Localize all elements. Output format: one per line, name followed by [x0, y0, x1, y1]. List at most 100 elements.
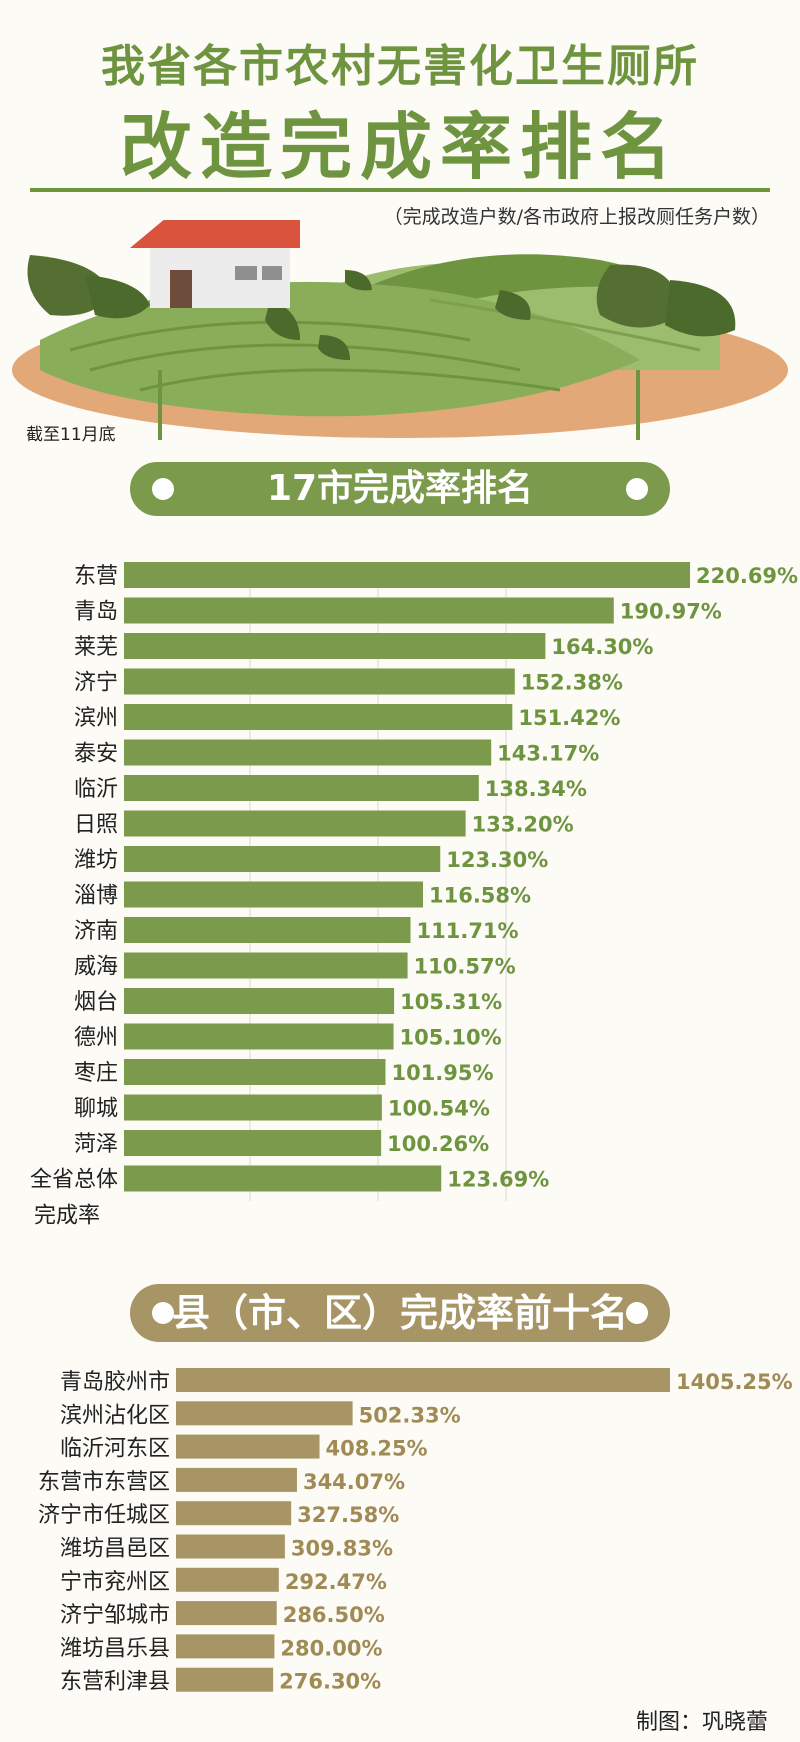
city-category-label: 威海 — [74, 955, 118, 980]
county-value-label: 280.00% — [280, 1636, 382, 1660]
county-category-label: 青岛胶州市 — [60, 1370, 170, 1395]
city-bar — [124, 917, 411, 943]
city-bar — [124, 562, 690, 588]
city-value-label: 123.30% — [446, 848, 548, 872]
county-value-label: 276.30% — [279, 1670, 381, 1694]
county-value-label: 286.50% — [283, 1603, 385, 1627]
county-category-label: 济宁邹城市 — [60, 1603, 170, 1628]
banner-dot-right — [626, 478, 648, 500]
city-category-label: 临沂 — [74, 777, 118, 802]
county-bar — [176, 1434, 320, 1459]
county-category-label: 滨州沾化区 — [60, 1403, 170, 1428]
city-value-label: 105.31% — [400, 990, 502, 1014]
city-ranking-banner: 17市完成率排名 — [130, 462, 670, 516]
city-category-label: 日照 — [74, 813, 118, 838]
bush-left — [27, 255, 110, 316]
county-value-label: 408.25% — [326, 1437, 428, 1461]
city-category-label: 泰安 — [74, 742, 118, 767]
city-category-label: 潍坊 — [74, 848, 118, 873]
farm-illustration — [12, 220, 788, 440]
city-bar — [124, 881, 423, 908]
city-category-label: 莱芜 — [74, 635, 118, 660]
banner-dot-left — [152, 1302, 174, 1324]
city-value-label: 123.69% — [447, 1168, 549, 1192]
city-category-label: 滨州 — [74, 706, 118, 731]
city-bar — [124, 1130, 382, 1156]
city-category-label: 青岛 — [74, 600, 118, 625]
county-ranking-banner: 县（市、区）完成率前十名 — [130, 1284, 670, 1342]
subtitle: （完成改造户数/各市政府上报改厕任务户数） — [383, 206, 770, 228]
city-value-label: 133.20% — [472, 813, 574, 837]
county-category-label: 东营市东营区 — [38, 1470, 170, 1495]
county-value-label: 1405.25% — [676, 1370, 793, 1394]
bush-right2 — [665, 280, 736, 337]
city-bar — [124, 597, 614, 624]
county-bar — [176, 1467, 297, 1492]
city-bar — [124, 1094, 382, 1121]
county-bar — [176, 1534, 285, 1559]
county-category-label: 东营利津县 — [60, 1670, 170, 1695]
city-value-label: 164.30% — [551, 635, 653, 659]
bush-left2 — [85, 275, 150, 319]
city-ranking-banner-text: 17市完成率排名 — [266, 468, 534, 509]
city-value-label: 116.58% — [429, 884, 531, 908]
city-bar — [124, 988, 395, 1014]
county-value-label: 309.83% — [291, 1537, 393, 1561]
city-category-label: 济南 — [74, 919, 118, 944]
county-value-label: 292.47% — [285, 1570, 387, 1594]
county-bar — [176, 1667, 274, 1692]
city-value-label: 101.95% — [391, 1061, 493, 1085]
county-bar — [176, 1368, 670, 1392]
city-category-label: 德州 — [74, 1026, 118, 1051]
city-bar — [124, 1023, 394, 1050]
county-ranking-banner-text: 县（市、区）完成率前十名 — [171, 1291, 628, 1335]
city-bar — [124, 704, 513, 730]
county-bar — [176, 1501, 292, 1526]
county-bar — [176, 1634, 275, 1659]
county-category-label: 济宁市任城区 — [38, 1503, 170, 1528]
city-bar — [124, 775, 479, 801]
county-bar — [176, 1401, 353, 1426]
credit: 制图：巩晓蕾 — [635, 1710, 768, 1735]
page-title-line2: 改造完成率排名 — [119, 105, 680, 189]
county-value-label: 327.58% — [297, 1503, 399, 1527]
city-bar — [124, 739, 492, 766]
city-value-label: 111.71% — [417, 919, 519, 943]
city-bar — [124, 1165, 442, 1192]
banner-dot-left — [152, 478, 174, 500]
city-bar — [124, 952, 408, 979]
city-category-label: 济宁 — [74, 671, 118, 696]
city-completion-chart: 220.69% 东营 190.97% 青岛 164.30% 莱芜 152.38% 济宁 151.… — [30, 562, 798, 1229]
county-category-label: 潍坊昌邑区 — [60, 1537, 170, 1562]
city-value-label: 190.97% — [620, 600, 722, 624]
city-value-label: 151.42% — [518, 706, 620, 730]
city-category-label: 聊城 — [74, 1097, 118, 1122]
city-value-label: 138.34% — [485, 777, 587, 801]
city-value-label: 143.17% — [497, 742, 599, 766]
county-bar — [176, 1601, 277, 1626]
city-category-label: 烟台 — [74, 990, 118, 1015]
city-value-label: 110.57% — [414, 955, 516, 979]
city-bar — [124, 633, 546, 659]
city-bar — [124, 846, 441, 872]
city-category-label: 菏泽 — [74, 1132, 118, 1157]
back-hill-dark — [360, 254, 680, 300]
county-value-label: 344.07% — [303, 1470, 405, 1494]
city-bar — [124, 810, 466, 837]
page-title-line1: 我省各市农村无害化卫生厕所 — [101, 41, 699, 92]
county-category-label: 临沂河东区 — [60, 1437, 170, 1462]
bush-right — [596, 264, 680, 328]
cutoff-note: 截至11月底 — [26, 425, 116, 445]
city-value-label: 152.38% — [521, 671, 623, 695]
city-value-label: 220.69% — [696, 564, 798, 588]
county-category-label: 潍坊昌乐县 — [60, 1636, 170, 1661]
farmhouse — [130, 220, 300, 308]
title-divider — [30, 188, 770, 192]
city-value-label: 100.26% — [387, 1132, 489, 1156]
city-bar — [124, 1059, 386, 1085]
city-category-label: 枣庄 — [74, 1061, 118, 1086]
county-bar — [176, 1567, 279, 1592]
city-value-label: 105.10% — [400, 1026, 502, 1050]
city-value-label: 100.54% — [388, 1097, 490, 1121]
